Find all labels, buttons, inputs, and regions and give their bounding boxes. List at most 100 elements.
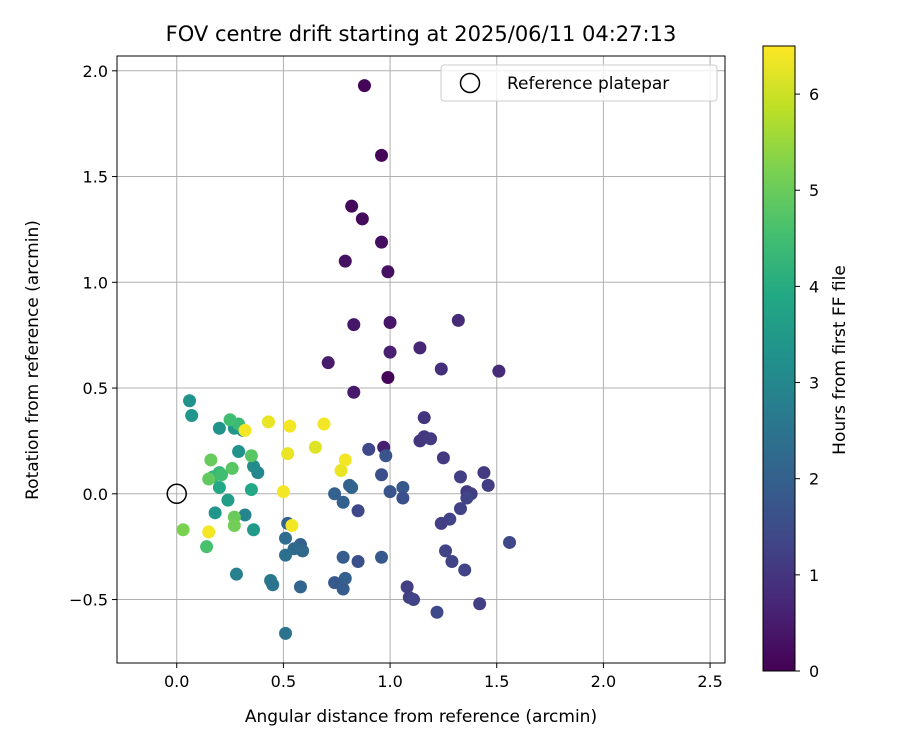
colorbar-label: Hours from first FF file (830, 265, 850, 455)
data-point (383, 345, 397, 359)
data-point (338, 453, 352, 467)
data-point (321, 356, 335, 370)
x-tick-label: 1.0 (377, 672, 402, 691)
x-axis-label: Angular distance from reference (arcmin) (245, 707, 597, 727)
data-point (424, 432, 438, 446)
data-point (238, 508, 252, 522)
data-point (460, 491, 474, 505)
data-point (266, 578, 280, 592)
colorbar-tick-label: 4 (809, 277, 819, 296)
x-tick-label: 2.0 (591, 672, 616, 691)
y-tick-label: 0.0 (83, 485, 108, 504)
data-point (212, 480, 226, 494)
data-point (407, 593, 421, 607)
data-point (334, 464, 348, 478)
data-point (434, 362, 448, 376)
x-tick-label: 0.0 (164, 672, 189, 691)
data-point (430, 605, 444, 619)
colorbar-tick-label: 0 (809, 662, 819, 681)
x-tick-label: 1.5 (484, 672, 509, 691)
legend-entry-reference-platepar: Reference platepar (507, 74, 669, 94)
data-point (336, 582, 350, 596)
data-point (227, 519, 241, 533)
x-tick-label: 0.5 (271, 672, 296, 691)
data-point (477, 466, 491, 480)
data-point (357, 79, 371, 93)
y-axis-label: Rotation from reference (arcmin) (23, 220, 43, 500)
data-point (244, 483, 258, 497)
colorbar-tick-label: 3 (809, 374, 819, 393)
data-point (202, 525, 216, 539)
colorbar: 0 1 2 3 4 5 6 Hours from first FF file (762, 45, 850, 681)
data-point (451, 313, 465, 327)
data-point (202, 472, 216, 486)
data-point (345, 480, 359, 494)
data-point (375, 235, 389, 249)
data-point (293, 580, 307, 594)
data-point (473, 597, 487, 611)
y-tick-label: 1.5 (83, 168, 108, 187)
data-point (317, 417, 331, 431)
data-point (279, 548, 293, 562)
data-point (221, 493, 235, 507)
colorbar-tick-label: 2 (809, 470, 819, 489)
data-point (413, 341, 427, 355)
data-point (453, 502, 467, 516)
colorbar-tick-label: 5 (809, 181, 819, 200)
data-point (396, 491, 410, 505)
data-point (383, 315, 397, 329)
data-point (338, 254, 352, 268)
data-point (351, 554, 365, 568)
data-point (215, 468, 229, 482)
x-tick-label: 2.5 (697, 672, 722, 691)
data-point (279, 531, 293, 545)
grid-lines (117, 56, 725, 663)
data-point (481, 478, 495, 492)
data-point (336, 550, 350, 564)
data-point (445, 554, 459, 568)
colorbar-gradient (762, 45, 796, 672)
data-point (176, 523, 190, 537)
colorbar-ticks: 0 1 2 3 4 5 6 (795, 85, 819, 681)
data-point (229, 567, 243, 581)
data-point (281, 447, 295, 461)
data-point (208, 506, 222, 520)
data-points (176, 79, 517, 640)
data-point (244, 449, 258, 463)
legend: Reference platepar (440, 64, 718, 102)
data-point (381, 265, 395, 279)
data-point (225, 461, 239, 475)
data-point (247, 459, 261, 473)
y-tick-label: 1.0 (83, 273, 108, 292)
legend-box (440, 64, 718, 102)
data-point (223, 413, 237, 427)
data-point (261, 415, 275, 429)
data-point (285, 519, 299, 533)
data-point (439, 544, 453, 558)
y-tick-label: 2.0 (83, 62, 108, 81)
data-point (347, 385, 361, 399)
data-point (458, 563, 472, 577)
data-point (212, 421, 226, 435)
data-point (453, 470, 467, 484)
data-point (279, 626, 293, 640)
data-point (503, 535, 517, 549)
data-point (238, 423, 252, 437)
data-point (434, 516, 448, 530)
data-point (383, 485, 397, 499)
data-point (417, 411, 431, 425)
data-point (338, 571, 352, 585)
plot-frame (116, 55, 726, 664)
data-point (375, 468, 389, 482)
data-point (492, 364, 506, 378)
data-point (381, 370, 395, 384)
data-point (185, 409, 199, 423)
data-point (276, 485, 290, 499)
data-point (183, 394, 197, 408)
data-point (336, 495, 350, 509)
legend-reference-icon (459, 72, 481, 94)
data-point (200, 540, 214, 554)
reference-platepar-marker (166, 483, 187, 505)
x-axis-ticks: 0.0 0.5 1.0 1.5 2.0 2.5 (164, 663, 723, 691)
data-point (436, 451, 450, 465)
